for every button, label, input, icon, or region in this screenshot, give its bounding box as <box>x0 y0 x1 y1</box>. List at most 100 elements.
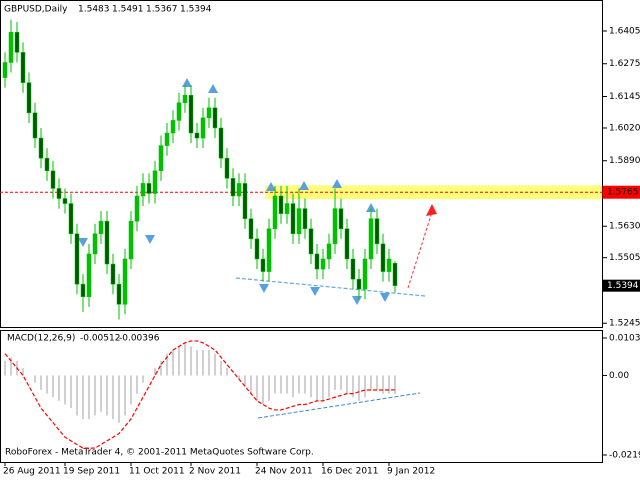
candle-body <box>272 195 278 229</box>
candle-body <box>62 198 68 204</box>
y-tick-label: 1.5630 <box>609 222 640 232</box>
candle-body <box>50 170 56 189</box>
candle-body <box>122 258 128 305</box>
fractals <box>78 78 390 305</box>
candle-body <box>206 107 212 119</box>
fractal-up <box>366 203 376 212</box>
candle-body <box>374 218 380 245</box>
candle-body <box>236 183 242 197</box>
signal-line <box>4 340 396 449</box>
candle-body <box>338 208 344 229</box>
candle-body <box>242 183 248 219</box>
header-close: 1.5394 <box>180 5 212 15</box>
candle-body <box>44 157 50 172</box>
macd-title: MACD(12,26,9) <box>7 334 75 344</box>
candle-body <box>20 52 26 83</box>
candle-body <box>56 188 62 199</box>
candle-body <box>332 208 338 245</box>
candle-body <box>194 132 200 139</box>
candle-body <box>260 258 266 272</box>
candle-body <box>68 203 74 235</box>
fractal-up <box>299 181 309 190</box>
y-tick-label: 0.01031 <box>609 334 640 344</box>
candle-body <box>8 31 14 63</box>
x-tick-label: 16 Dec 2011 <box>321 467 379 477</box>
fractal-up <box>208 84 218 93</box>
fractal-down <box>145 235 155 244</box>
candle-body <box>278 195 284 214</box>
header-high: 1.5491 <box>112 5 144 15</box>
main-panel-border <box>0 0 603 328</box>
candle-body <box>326 243 332 260</box>
macd-trend-line <box>257 392 421 419</box>
level-label: 1.5765 <box>607 188 639 198</box>
candle-body <box>74 233 80 285</box>
candle-body <box>386 258 392 272</box>
candle-body <box>80 283 86 298</box>
current-price-label: 1.5394 <box>607 281 639 291</box>
candle-body <box>308 228 314 255</box>
fractal-down <box>380 293 390 302</box>
fractal-up <box>182 78 192 87</box>
y-tick-label: 1.5505 <box>609 253 640 263</box>
x-tick-label: 24 Nov 2011 <box>255 467 313 477</box>
x-tick-label: 11 Oct 2011 <box>129 467 185 477</box>
candle-body <box>14 31 20 53</box>
candle-body <box>392 263 398 286</box>
macd-signal-value: -0.00396 <box>119 334 160 344</box>
candle-body <box>320 258 326 270</box>
candle-body <box>344 228 350 260</box>
y-tick-label: -0.0219 <box>609 451 640 461</box>
candle-body <box>92 233 98 255</box>
candle-body <box>368 218 374 260</box>
candle-body <box>140 183 146 197</box>
candle-body <box>230 178 236 197</box>
candle-body <box>104 220 110 265</box>
candle-body <box>212 107 218 129</box>
candle-body <box>86 253 92 298</box>
candle-body <box>134 195 140 222</box>
candle-body <box>218 127 224 159</box>
background-layer <box>265 185 603 200</box>
candle-body <box>254 238 260 260</box>
candle-body <box>266 228 272 272</box>
y-tick-label: 1.6405 <box>609 26 640 36</box>
candle-body <box>158 145 164 172</box>
trend-line <box>235 277 426 297</box>
y-tick-label: 1.6020 <box>609 123 640 133</box>
fractal-down <box>78 238 88 247</box>
candle-body <box>152 170 158 194</box>
candle-body <box>98 220 104 235</box>
candle-body <box>350 258 356 280</box>
candle-body <box>26 82 32 114</box>
candle-body <box>314 253 320 270</box>
header-low: 1.5367 <box>146 5 178 15</box>
header-open: 1.5483 <box>78 5 110 15</box>
candle-body <box>2 62 8 78</box>
candle-body <box>182 94 188 104</box>
candle-body <box>380 243 386 272</box>
fractal-down <box>310 287 320 296</box>
x-tick-label: 2 Nov 2011 <box>189 467 241 477</box>
candle-body <box>248 218 254 240</box>
candle-body <box>290 203 296 235</box>
resistance-band <box>265 185 603 200</box>
candle-body <box>200 117 206 139</box>
candle-body <box>170 120 176 134</box>
macd-main-value: -0.00512 <box>80 334 120 344</box>
candle-body <box>110 263 116 285</box>
candle-body <box>362 258 368 290</box>
candle-body <box>32 112 38 139</box>
y-tick-label: 1.6145 <box>609 92 640 102</box>
candle-body <box>146 183 152 194</box>
candle-body <box>128 220 134 260</box>
fractal-up <box>266 182 276 191</box>
candle-body <box>176 102 182 121</box>
current-price-box <box>603 279 640 292</box>
candle-body <box>356 278 362 290</box>
forecast-arrow-line <box>407 211 433 289</box>
y-tick-label: 1.6275 <box>609 59 640 69</box>
candle-body <box>284 203 290 214</box>
x-tick-label: 9 Jan 2012 <box>387 467 435 477</box>
